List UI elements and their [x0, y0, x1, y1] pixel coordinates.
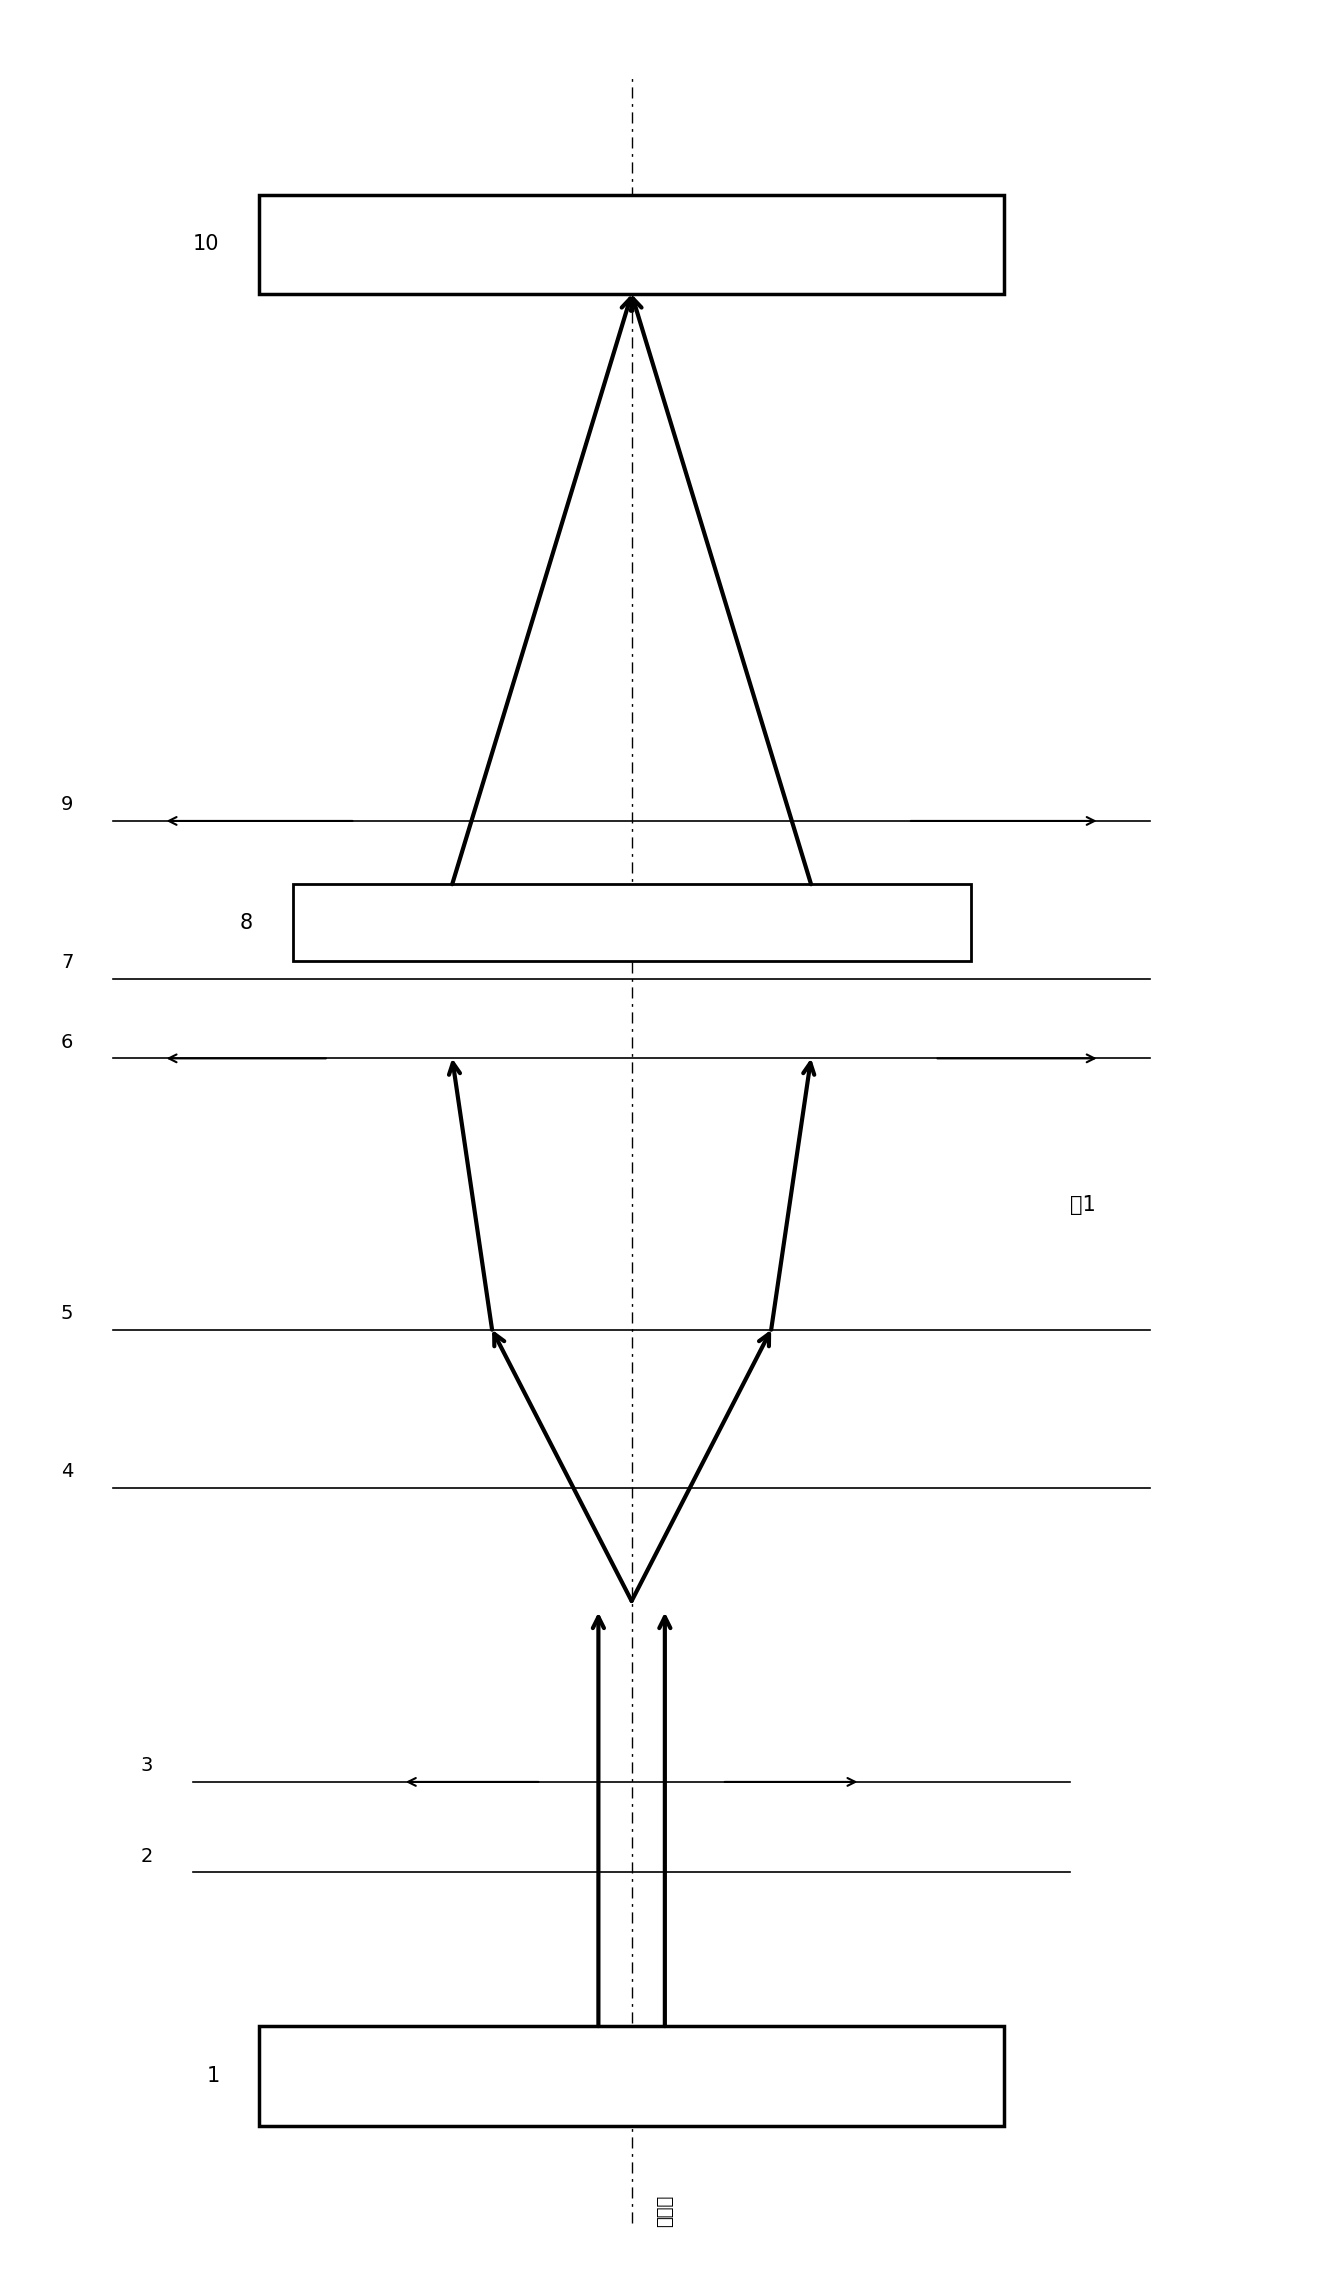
- Text: 6: 6: [60, 1033, 74, 1051]
- Text: 2: 2: [141, 1847, 153, 1866]
- Text: 9: 9: [60, 796, 74, 814]
- Bar: [259, 196, 1003, 293]
- Text: 8: 8: [239, 912, 252, 933]
- Bar: [293, 885, 971, 960]
- Text: 3: 3: [141, 1756, 153, 1774]
- Bar: [259, 2027, 1003, 2125]
- Text: 1: 1: [207, 2066, 220, 2086]
- Text: 图1: 图1: [1070, 1194, 1096, 1215]
- Text: 7: 7: [60, 953, 74, 971]
- Text: 10: 10: [193, 234, 220, 255]
- Text: 光轴线: 光轴线: [655, 2195, 674, 2227]
- Text: 5: 5: [60, 1304, 74, 1322]
- Text: 4: 4: [60, 1463, 74, 1481]
